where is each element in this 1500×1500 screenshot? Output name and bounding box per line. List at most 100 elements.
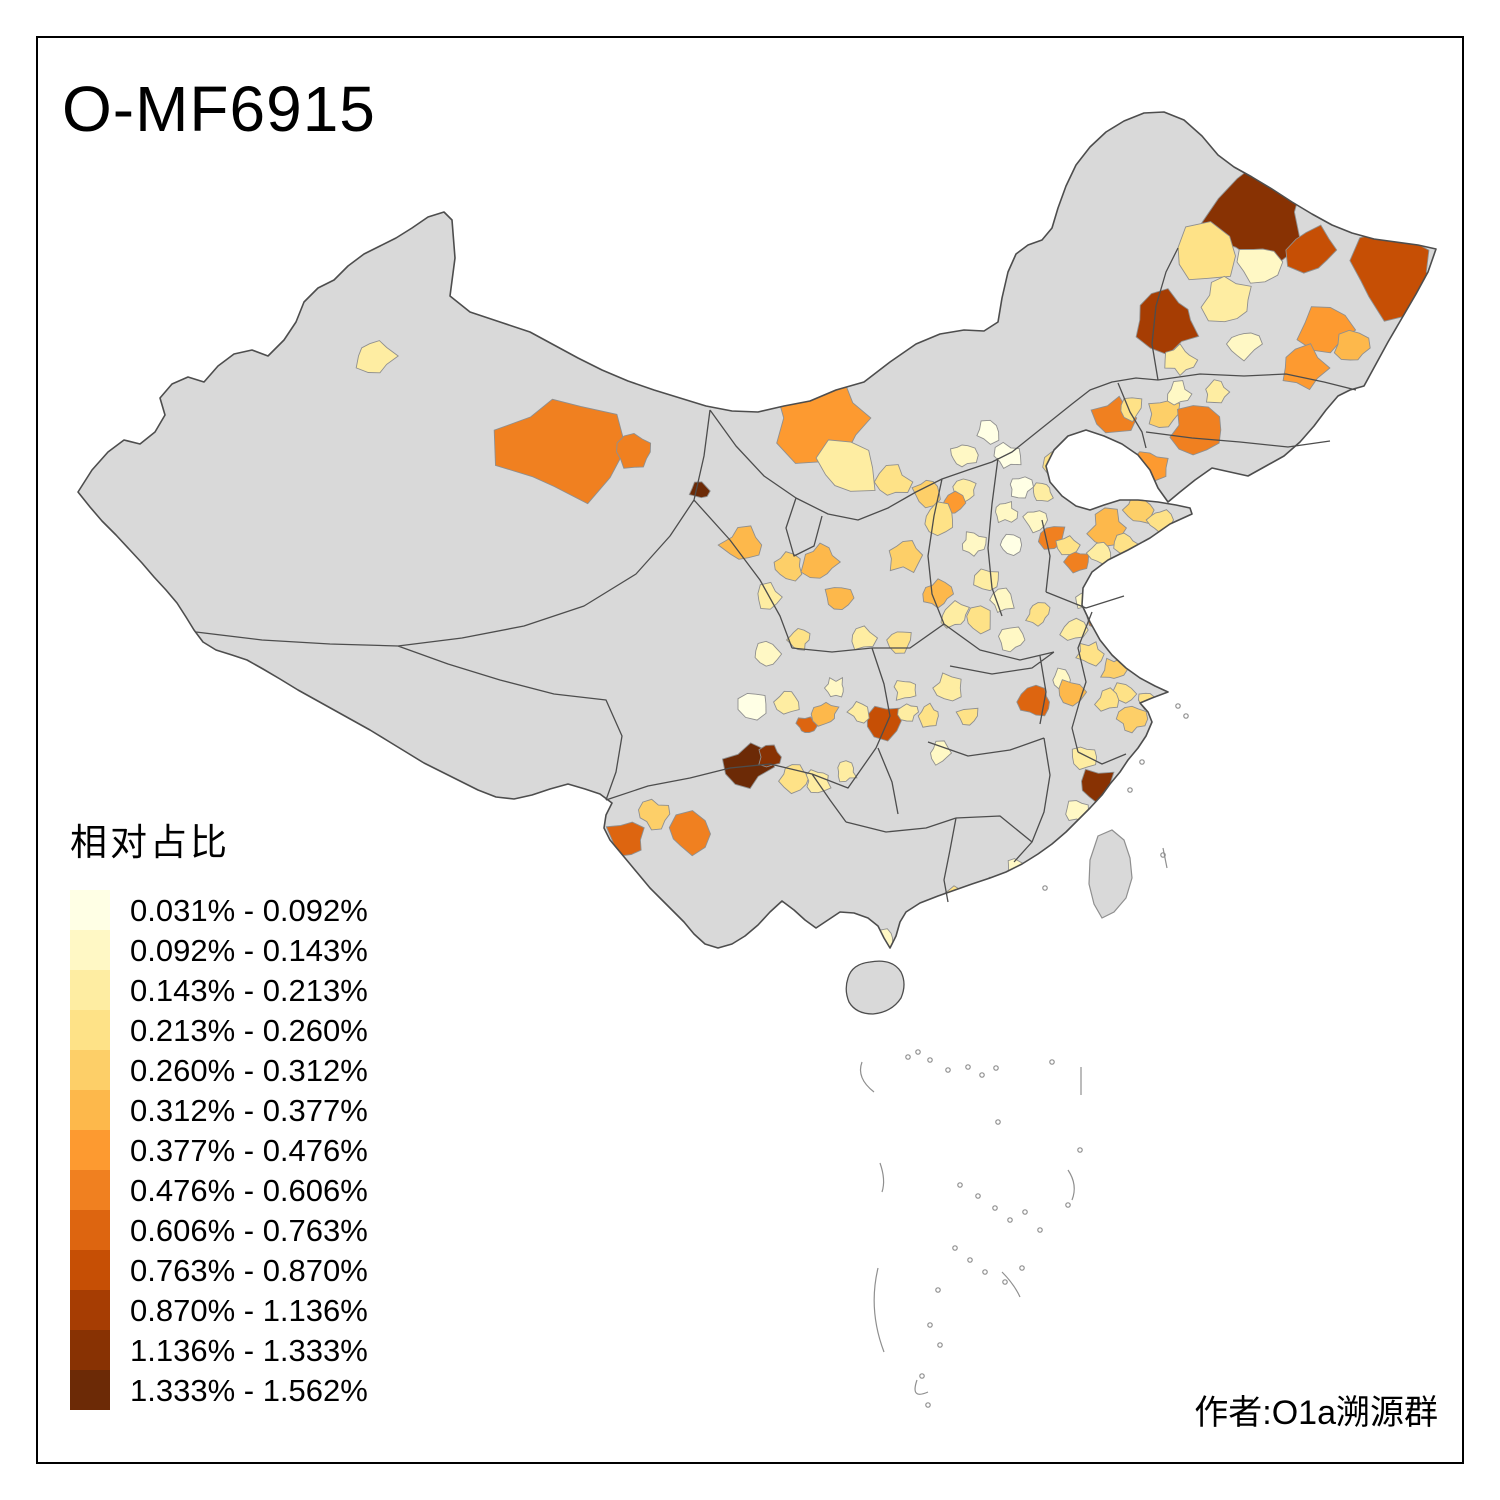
legend-range-label: 1.333% - 1.562% bbox=[130, 1373, 368, 1408]
prefecture-region bbox=[1063, 550, 1090, 574]
prefecture-region bbox=[1169, 405, 1222, 456]
prefecture-region bbox=[1059, 617, 1089, 641]
legend-swatch bbox=[70, 1370, 110, 1410]
prefecture-region bbox=[995, 500, 1019, 524]
prefecture-region bbox=[1164, 343, 1199, 377]
plot-title: O-MF6915 bbox=[62, 73, 376, 145]
legend-swatch bbox=[70, 1210, 110, 1250]
legend-item: 0.763% - 0.870% bbox=[70, 1250, 368, 1290]
legend-range-label: 0.870% - 1.136% bbox=[130, 1293, 368, 1328]
legend-swatch bbox=[70, 1290, 110, 1330]
legend-swatch bbox=[70, 1330, 110, 1370]
province-borders bbox=[195, 247, 1357, 903]
legend-item: 0.092% - 0.143% bbox=[70, 930, 368, 970]
legend-swatch bbox=[70, 930, 110, 970]
prefecture-region bbox=[1296, 306, 1357, 354]
legend-item: 0.377% - 0.476% bbox=[70, 1130, 368, 1170]
legend-range-label: 0.213% - 0.260% bbox=[130, 1013, 368, 1048]
attribution: 作者:O1a溯源群 bbox=[1194, 1394, 1438, 1432]
prefecture-region bbox=[1075, 641, 1105, 667]
prefecture-region bbox=[1032, 482, 1054, 502]
legend-item: 0.606% - 0.763% bbox=[70, 1210, 368, 1250]
prefecture-region bbox=[917, 702, 939, 728]
legend: 相对占比 0.031% - 0.092% 0.092% - 0.143% 0.143… bbox=[70, 812, 368, 1410]
prefecture-region bbox=[493, 398, 627, 505]
prefecture-region bbox=[815, 439, 876, 492]
prefecture-region bbox=[773, 690, 800, 715]
prefecture-region bbox=[800, 542, 842, 579]
prefecture-region bbox=[1205, 379, 1231, 404]
legend-range-label: 0.092% - 0.143% bbox=[130, 933, 368, 968]
prefecture-region bbox=[1093, 687, 1120, 712]
legend-range-label: 0.143% - 0.213% bbox=[130, 973, 368, 1008]
prefecture-region bbox=[930, 740, 953, 766]
legend-swatch bbox=[70, 1010, 110, 1050]
prefecture-region bbox=[785, 628, 811, 651]
prefecture-region bbox=[966, 605, 991, 635]
prefecture-region bbox=[717, 525, 763, 560]
prefecture-region bbox=[616, 433, 652, 469]
legend-title: 相对占比 bbox=[70, 822, 230, 863]
legend-range-label: 0.031% - 0.092% bbox=[130, 893, 368, 928]
prefecture-region bbox=[1055, 535, 1081, 556]
prefecture-region bbox=[851, 625, 879, 651]
prefecture-region bbox=[993, 441, 1022, 470]
legend-item: 0.476% - 0.606% bbox=[70, 1170, 368, 1210]
prefecture-region bbox=[998, 626, 1026, 653]
legend-range-label: 0.606% - 0.763% bbox=[130, 1213, 368, 1248]
prefecture-region bbox=[873, 464, 914, 496]
mainland-base bbox=[78, 112, 1436, 948]
legend-swatch bbox=[70, 970, 110, 1010]
prefecture-region bbox=[961, 531, 987, 557]
national-border bbox=[77, 111, 1437, 949]
prefecture-region bbox=[1282, 343, 1331, 391]
prefecture-region bbox=[1009, 476, 1035, 499]
prefecture-region bbox=[737, 692, 767, 721]
legend-item: 0.143% - 0.213% bbox=[70, 970, 368, 1010]
legend-item: 0.260% - 0.312% bbox=[70, 1050, 368, 1090]
prefecture-region bbox=[893, 680, 917, 701]
prefecture-region bbox=[1022, 510, 1048, 534]
prefecture-region bbox=[810, 701, 840, 727]
prefecture-region bbox=[846, 700, 870, 724]
legend-swatch bbox=[70, 1130, 110, 1170]
sea-islands bbox=[859, 703, 1189, 1408]
prefecture-region bbox=[758, 744, 782, 768]
legend-item: 0.870% - 1.136% bbox=[70, 1290, 368, 1330]
legend-items: 0.031% - 0.092% 0.092% - 0.143% 0.143% - 0… bbox=[70, 890, 368, 1410]
prefecture-region bbox=[823, 676, 844, 698]
prefecture-region bbox=[1115, 705, 1149, 734]
prefecture-region bbox=[1333, 329, 1371, 361]
prefecture-region bbox=[1200, 275, 1252, 323]
legend-swatch bbox=[70, 1050, 110, 1090]
taiwan-island bbox=[1088, 829, 1133, 919]
legend-item: 1.136% - 1.333% bbox=[70, 1330, 368, 1370]
prefecture-region bbox=[757, 581, 783, 610]
prefecture-region bbox=[1225, 332, 1263, 362]
legend-range-label: 0.377% - 0.476% bbox=[130, 1133, 368, 1168]
prefecture-region bbox=[355, 340, 399, 374]
prefecture-region bbox=[1236, 248, 1284, 284]
prefecture-region bbox=[1285, 224, 1338, 274]
prefecture-region bbox=[837, 760, 858, 783]
prefecture-region bbox=[940, 600, 971, 629]
prefecture-region bbox=[976, 419, 1000, 445]
prefecture-region bbox=[1072, 430, 1103, 461]
legend-swatch bbox=[70, 890, 110, 930]
legend-swatch bbox=[70, 1170, 110, 1210]
legend-range-label: 1.136% - 1.333% bbox=[130, 1333, 368, 1368]
prefecture-region bbox=[668, 810, 711, 857]
prefecture-region bbox=[1025, 602, 1051, 627]
hainan-island bbox=[845, 960, 905, 1015]
prefecture-region bbox=[888, 540, 924, 574]
prefecture-region bbox=[688, 481, 711, 499]
legend-item: 0.213% - 0.260% bbox=[70, 1010, 368, 1050]
prefecture-region bbox=[824, 587, 855, 611]
prefecture-region bbox=[866, 705, 902, 742]
prefecture-region bbox=[605, 821, 645, 857]
legend-range-label: 0.312% - 0.377% bbox=[130, 1093, 368, 1128]
prefecture-region bbox=[999, 533, 1023, 556]
prefecture-region bbox=[955, 707, 979, 726]
prefecture-region bbox=[1016, 684, 1050, 717]
